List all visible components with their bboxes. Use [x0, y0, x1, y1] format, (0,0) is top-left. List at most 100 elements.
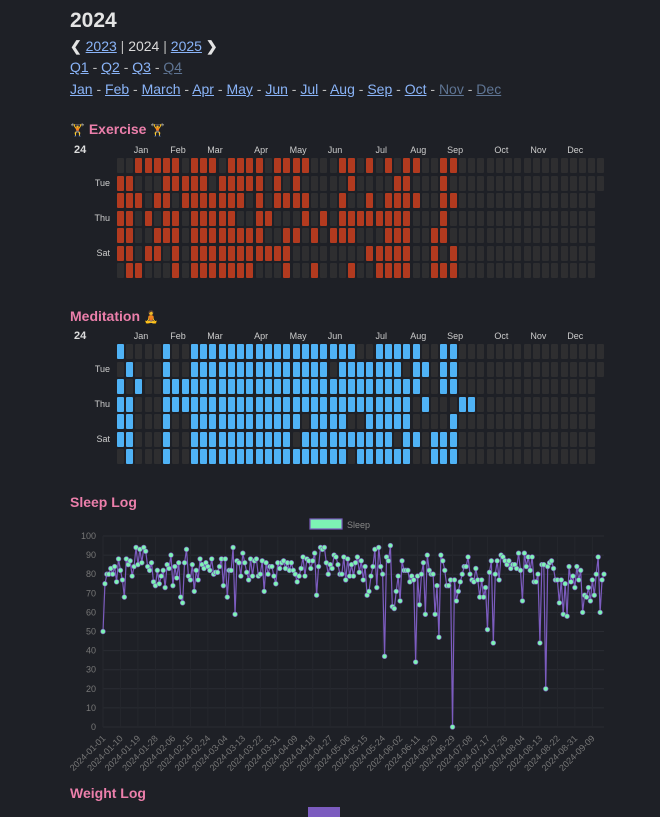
heatmap-cell-active[interactable] [209, 210, 217, 226]
heatmap-cell-active[interactable] [190, 158, 198, 173]
heatmap-cell[interactable] [486, 175, 494, 191]
heatmap-cell[interactable] [588, 158, 596, 173]
heatmap-cell[interactable] [421, 175, 429, 191]
heatmap-cell-active[interactable] [384, 193, 392, 208]
heatmap-cell-active[interactable] [126, 245, 134, 261]
heatmap-cell-active[interactable] [163, 210, 171, 226]
heatmap-cell-active[interactable] [274, 431, 282, 447]
heatmap-cell[interactable] [144, 414, 152, 429]
heatmap-cell-active[interactable] [227, 344, 235, 359]
heatmap-cell[interactable] [542, 414, 550, 429]
heatmap-cell-active[interactable] [218, 228, 226, 243]
heatmap-cell-active[interactable] [126, 414, 134, 429]
heatmap-cell-active[interactable] [237, 449, 245, 464]
heatmap-cell[interactable] [477, 263, 485, 278]
heatmap-cell[interactable] [440, 245, 448, 261]
heatmap-cell-active[interactable] [255, 158, 263, 173]
heatmap-cell[interactable] [181, 228, 189, 243]
heatmap-cell-active[interactable] [403, 158, 411, 173]
heatmap-cell[interactable] [532, 158, 540, 173]
heatmap-cell[interactable] [144, 228, 152, 243]
heatmap-cell-active[interactable] [209, 263, 217, 278]
heatmap-cell[interactable] [117, 449, 124, 464]
heatmap-cell[interactable] [579, 396, 586, 412]
heatmap-cell-active[interactable] [375, 449, 383, 464]
heatmap-cell-active[interactable] [431, 449, 439, 464]
heatmap-cell-active[interactable] [190, 344, 198, 359]
heatmap-cell-active[interactable] [338, 431, 346, 447]
heatmap-cell-active[interactable] [264, 414, 272, 429]
heatmap-cell[interactable] [301, 245, 309, 261]
heatmap-cell-active[interactable] [200, 228, 208, 243]
heatmap-cell[interactable] [264, 263, 272, 278]
heatmap-cell[interactable] [144, 396, 152, 412]
heatmap-cell[interactable] [569, 379, 577, 394]
heatmap-cell-active[interactable] [209, 158, 217, 173]
heatmap-cell-active[interactable] [264, 431, 272, 447]
heatmap-cell-active[interactable] [200, 193, 208, 208]
heatmap-cell[interactable] [523, 158, 531, 173]
heatmap-cell[interactable] [514, 228, 522, 243]
weight-legend-swatch[interactable] [308, 807, 340, 817]
heatmap-cell[interactable] [505, 396, 513, 412]
heatmap-cell-active[interactable] [163, 431, 171, 447]
heatmap-cell[interactable] [348, 245, 355, 261]
heatmap-cell-active[interactable] [227, 245, 235, 261]
heatmap-cell[interactable] [412, 263, 420, 278]
heatmap-cell-active[interactable] [255, 193, 263, 208]
heatmap-cell[interactable] [375, 175, 383, 191]
heatmap-cell-active[interactable] [292, 158, 300, 173]
heatmap-cell[interactable] [421, 228, 429, 243]
heatmap-cell[interactable] [569, 361, 577, 377]
heatmap-cell-active[interactable] [227, 449, 235, 464]
heatmap-cell-active[interactable] [163, 414, 171, 429]
heatmap-cell-active[interactable] [394, 228, 402, 243]
heatmap-cell-active[interactable] [348, 175, 355, 191]
heatmap-cell-active[interactable] [366, 361, 374, 377]
heatmap-cell[interactable] [153, 414, 161, 429]
heatmap-cell-active[interactable] [311, 228, 319, 243]
heatmap-cell[interactable] [329, 193, 337, 208]
heatmap-cell-active[interactable] [246, 263, 254, 278]
heatmap-cell[interactable] [172, 449, 180, 464]
heatmap-cell[interactable] [468, 449, 476, 464]
heatmap-cell-active[interactable] [283, 245, 291, 261]
heatmap-cell[interactable] [514, 379, 522, 394]
heatmap-cell[interactable] [163, 263, 171, 278]
heatmap-cell-active[interactable] [117, 245, 124, 261]
heatmap-cell-active[interactable] [117, 175, 124, 191]
heatmap-cell[interactable] [505, 344, 513, 359]
heatmap-cell[interactable] [542, 210, 550, 226]
heatmap-cell[interactable] [486, 193, 494, 208]
heatmap-cell-active[interactable] [375, 431, 383, 447]
heatmap-cell[interactable] [579, 431, 586, 447]
heatmap-cell[interactable] [468, 245, 476, 261]
heatmap-cell[interactable] [311, 210, 319, 226]
heatmap-cell[interactable] [486, 210, 494, 226]
heatmap-cell[interactable] [477, 245, 485, 261]
heatmap-cell[interactable] [431, 193, 439, 208]
heatmap-cell-active[interactable] [384, 210, 392, 226]
heatmap-cell[interactable] [403, 361, 411, 377]
month-link-oct[interactable]: Oct [404, 81, 427, 97]
heatmap-cell[interactable] [431, 210, 439, 226]
heatmap-cell-active[interactable] [403, 344, 411, 359]
heatmap-cell[interactable] [144, 361, 152, 377]
heatmap-cell[interactable] [172, 193, 180, 208]
heatmap-cell-active[interactable] [200, 158, 208, 173]
heatmap-cell[interactable] [551, 228, 559, 243]
heatmap-cell[interactable] [135, 449, 143, 464]
heatmap-cell-active[interactable] [117, 228, 124, 243]
heatmap-cell-active[interactable] [218, 263, 226, 278]
heatmap-cell-active[interactable] [274, 379, 282, 394]
heatmap-cell-active[interactable] [384, 263, 392, 278]
heatmap-cell-active[interactable] [246, 449, 254, 464]
heatmap-cell-active[interactable] [384, 245, 392, 261]
heatmap-cell-active[interactable] [449, 158, 457, 173]
heatmap-cell[interactable] [181, 263, 189, 278]
heatmap-cell[interactable] [477, 431, 485, 447]
heatmap-cell-active[interactable] [135, 379, 143, 394]
heatmap-cell[interactable] [532, 449, 540, 464]
heatmap-cell[interactable] [292, 245, 300, 261]
heatmap-cell-active[interactable] [283, 449, 291, 464]
